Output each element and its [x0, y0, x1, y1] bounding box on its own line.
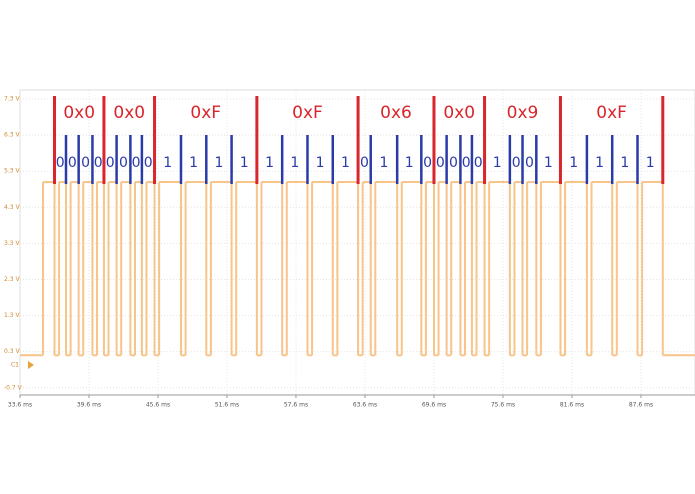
bit-label: 0 — [449, 155, 458, 171]
bit-label: 0 — [512, 155, 521, 171]
bit-label: 1 — [620, 155, 629, 171]
nibble-label: 0x9 — [507, 103, 539, 123]
bit-label: 0 — [119, 155, 128, 171]
x-tick-label: 51.6 ms — [215, 402, 239, 409]
bit-label: 0 — [474, 155, 483, 171]
bit-label: 1 — [646, 155, 655, 171]
bit-label: 0 — [144, 155, 153, 171]
channel-marker — [28, 361, 34, 369]
bit-label: 0 — [94, 155, 103, 171]
bit-label: 1 — [405, 155, 414, 171]
nibble-label: 0xF — [190, 103, 221, 123]
bit-label: 0 — [68, 155, 77, 171]
channel-label: C1 — [11, 362, 19, 369]
bit-label: 1 — [316, 155, 325, 171]
bit-label: 1 — [493, 155, 502, 171]
x-tick-label: 87.6 ms — [629, 402, 653, 409]
x-tick-label: 63.6 ms — [353, 402, 377, 409]
y-tick-label: 0.3 V — [4, 348, 20, 355]
x-tick-label: 57.6 ms — [284, 402, 308, 409]
bit-label: 0 — [436, 155, 445, 171]
bit-label: 0 — [525, 155, 534, 171]
bit-label: 0 — [106, 155, 115, 171]
nibble-label: 0x6 — [380, 103, 412, 123]
bit-label: 0 — [56, 155, 65, 171]
bit-label: 0 — [462, 155, 471, 171]
nibble-label: 0xF — [596, 103, 627, 123]
bit-label: 0 — [423, 155, 432, 171]
y-tick-label: 2.3 V — [4, 276, 20, 283]
y-tick-label: 6.3 V — [4, 132, 20, 139]
x-tick-label: 33.6 ms — [8, 402, 32, 409]
x-tick-label: 81.6 ms — [560, 402, 584, 409]
x-tick-label: 75.6 ms — [491, 402, 515, 409]
x-tick-label: 45.6 ms — [146, 402, 170, 409]
bit-label: 1 — [265, 155, 274, 171]
nibble-label: 0x0 — [113, 103, 145, 123]
bit-label: 1 — [240, 155, 249, 171]
bit-label: 1 — [569, 155, 578, 171]
bit-label: 1 — [189, 155, 198, 171]
y-tick-label: 3.3 V — [4, 240, 20, 247]
nibble-label: 0x0 — [63, 103, 95, 123]
bit-label: 0 — [81, 155, 90, 171]
y-tick-label: 4.3 V — [4, 204, 20, 211]
bit-label: 0 — [360, 155, 369, 171]
x-tick-label: 39.6 ms — [77, 402, 101, 409]
bit-label: 1 — [544, 155, 553, 171]
nibble-label: 0x0 — [443, 103, 475, 123]
bit-label: 1 — [214, 155, 223, 171]
bit-label: 1 — [341, 155, 350, 171]
y-tick-label: 1.3 V — [4, 312, 20, 319]
bit-label: 1 — [163, 155, 172, 171]
y-tick-label: 5.3 V — [4, 168, 20, 175]
x-tick-label: 69.6 ms — [422, 402, 446, 409]
bit-label: 1 — [379, 155, 388, 171]
bit-label: 1 — [290, 155, 299, 171]
y-tick-label: -0.7 V — [4, 384, 23, 391]
bit-label: 1 — [595, 155, 604, 171]
y-tick-label: 7.3 V — [4, 96, 20, 103]
nibble-label: 0xF — [292, 103, 323, 123]
bit-label: 0 — [132, 155, 141, 171]
